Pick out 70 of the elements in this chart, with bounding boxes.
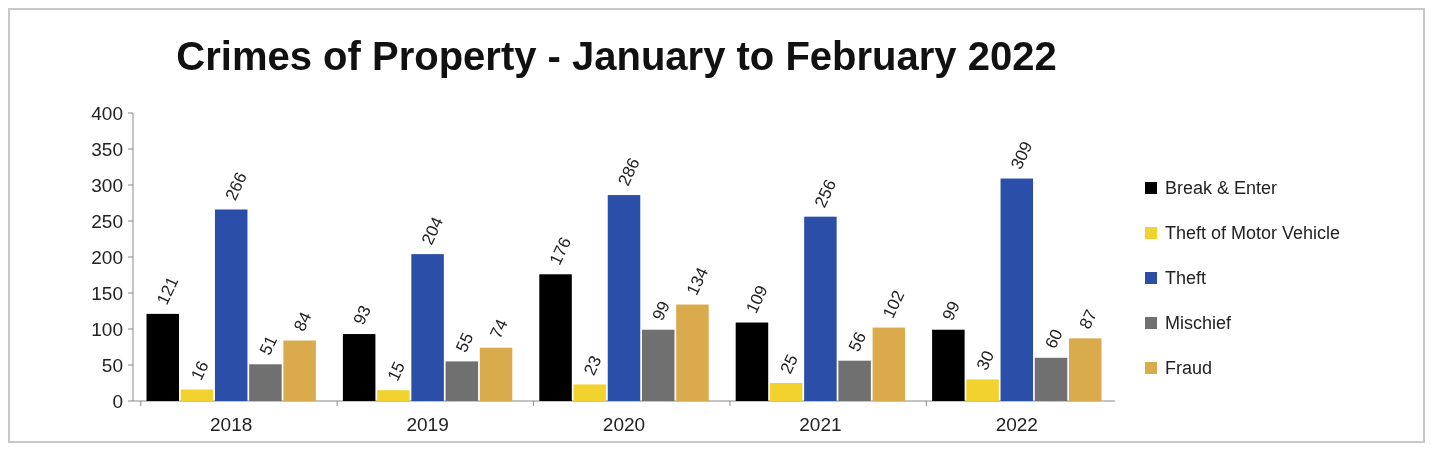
bar bbox=[769, 383, 803, 401]
legend-label: Mischief bbox=[1165, 313, 1233, 334]
bar bbox=[479, 347, 513, 401]
data-label: 134 bbox=[682, 264, 713, 299]
data-label: 23 bbox=[580, 352, 606, 379]
y-tick-label: 250 bbox=[91, 210, 123, 232]
bar bbox=[146, 313, 180, 401]
bar bbox=[676, 304, 709, 401]
bar bbox=[342, 334, 376, 401]
data-label: 102 bbox=[879, 287, 909, 322]
x-tick-label: 2020 bbox=[602, 414, 646, 435]
bar bbox=[411, 254, 444, 401]
y-tick-label: 200 bbox=[91, 246, 123, 268]
x-tick-label: 2019 bbox=[406, 414, 449, 435]
data-label: 56 bbox=[845, 329, 871, 355]
bar bbox=[932, 329, 965, 401]
x-tick-label: 2018 bbox=[210, 414, 253, 435]
data-label: 74 bbox=[486, 316, 512, 342]
y-tick-label: 100 bbox=[91, 318, 123, 340]
x-tick-label: 2022 bbox=[995, 414, 1038, 435]
bar bbox=[641, 329, 675, 401]
data-label: 286 bbox=[614, 155, 644, 189]
bar bbox=[214, 209, 248, 401]
bar bbox=[804, 216, 837, 401]
data-label: 266 bbox=[221, 169, 251, 204]
data-label: 87 bbox=[1075, 306, 1101, 333]
chart-title: Crimes of Property - January to February 2022 bbox=[176, 34, 1057, 78]
bar bbox=[966, 379, 999, 401]
bar bbox=[838, 360, 871, 401]
y-tick-label: 350 bbox=[91, 138, 123, 160]
bar bbox=[735, 322, 769, 401]
data-label: 256 bbox=[810, 176, 841, 211]
bar bbox=[180, 389, 214, 401]
data-label: 204 bbox=[418, 214, 448, 248]
y-tick-label: 150 bbox=[91, 282, 123, 304]
legend-label: Fraud bbox=[1165, 358, 1213, 379]
bar bbox=[607, 195, 641, 401]
legend-label: Break & Enter bbox=[1165, 178, 1278, 199]
bar bbox=[445, 361, 479, 401]
data-label: 84 bbox=[290, 309, 316, 335]
data-label: 55 bbox=[452, 329, 478, 356]
bar bbox=[249, 364, 282, 401]
bar bbox=[1000, 178, 1034, 401]
data-label: 99 bbox=[938, 298, 964, 324]
data-label: 93 bbox=[349, 302, 375, 328]
y-tick-label: 0 bbox=[112, 390, 123, 412]
data-label: 15 bbox=[383, 358, 409, 384]
bar bbox=[1034, 357, 1068, 401]
bar bbox=[539, 274, 572, 401]
bar bbox=[1068, 338, 1102, 401]
legend-label: Theft bbox=[1165, 268, 1207, 289]
bar bbox=[377, 390, 410, 401]
y-tick-label: 50 bbox=[101, 354, 123, 376]
data-label: 16 bbox=[187, 357, 213, 384]
y-tick-label: 400 bbox=[91, 102, 123, 124]
data-label: 25 bbox=[776, 351, 802, 377]
bar bbox=[283, 340, 316, 401]
data-label: 51 bbox=[255, 332, 282, 358]
legend-label: Theft of Motor Vehicle bbox=[1165, 223, 1341, 244]
bar bbox=[573, 384, 607, 401]
data-label: 60 bbox=[1041, 326, 1067, 352]
y-tick-label: 300 bbox=[91, 174, 123, 196]
data-label: 309 bbox=[1007, 138, 1037, 173]
data-label: 30 bbox=[972, 347, 999, 374]
x-tick-label: 2021 bbox=[799, 414, 842, 435]
data-label: 109 bbox=[742, 282, 772, 317]
bar bbox=[872, 327, 906, 401]
data-label: 121 bbox=[153, 273, 183, 308]
data-label: 99 bbox=[648, 298, 674, 324]
data-label: 176 bbox=[545, 234, 576, 268]
